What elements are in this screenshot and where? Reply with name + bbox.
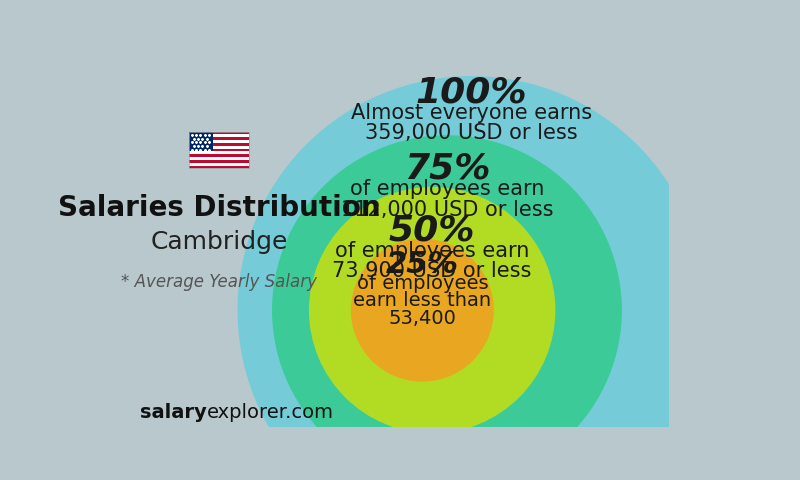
Bar — [190, 151, 249, 154]
Text: of employees earn: of employees earn — [335, 241, 530, 261]
Bar — [190, 146, 249, 149]
Text: 100%: 100% — [416, 75, 527, 109]
Circle shape — [351, 239, 494, 382]
Bar — [190, 160, 249, 163]
Text: 359,000 USD or less: 359,000 USD or less — [366, 123, 578, 143]
Text: 25%: 25% — [386, 250, 459, 279]
Text: * Average Yearly Salary: * Average Yearly Salary — [121, 273, 317, 291]
Bar — [190, 132, 249, 168]
Bar — [190, 140, 249, 143]
Text: of employees: of employees — [357, 274, 488, 293]
Bar — [190, 137, 249, 140]
Bar — [190, 134, 249, 137]
Circle shape — [272, 135, 622, 480]
Text: salary: salary — [140, 403, 206, 422]
Text: of employees earn: of employees earn — [350, 180, 544, 200]
Circle shape — [309, 187, 555, 433]
Bar — [190, 132, 213, 151]
Circle shape — [238, 76, 706, 480]
Text: 53,400: 53,400 — [388, 309, 456, 327]
Bar — [190, 163, 249, 166]
Bar — [190, 132, 249, 134]
Text: earn less than: earn less than — [354, 291, 491, 311]
Bar — [190, 143, 249, 146]
Text: 73,900 USD or less: 73,900 USD or less — [333, 261, 532, 281]
Bar — [190, 166, 249, 168]
Text: Almost everyone earns: Almost everyone earns — [351, 103, 592, 123]
Text: explorer.com: explorer.com — [206, 403, 334, 422]
Bar — [190, 154, 249, 157]
Text: Salaries Distribution: Salaries Distribution — [58, 194, 380, 222]
Text: 112,000 USD or less: 112,000 USD or less — [341, 200, 554, 219]
Text: 75%: 75% — [404, 152, 490, 185]
Bar — [190, 149, 249, 151]
Text: Cambridge: Cambridge — [150, 230, 288, 254]
Bar — [190, 157, 249, 160]
Text: 50%: 50% — [389, 213, 475, 247]
